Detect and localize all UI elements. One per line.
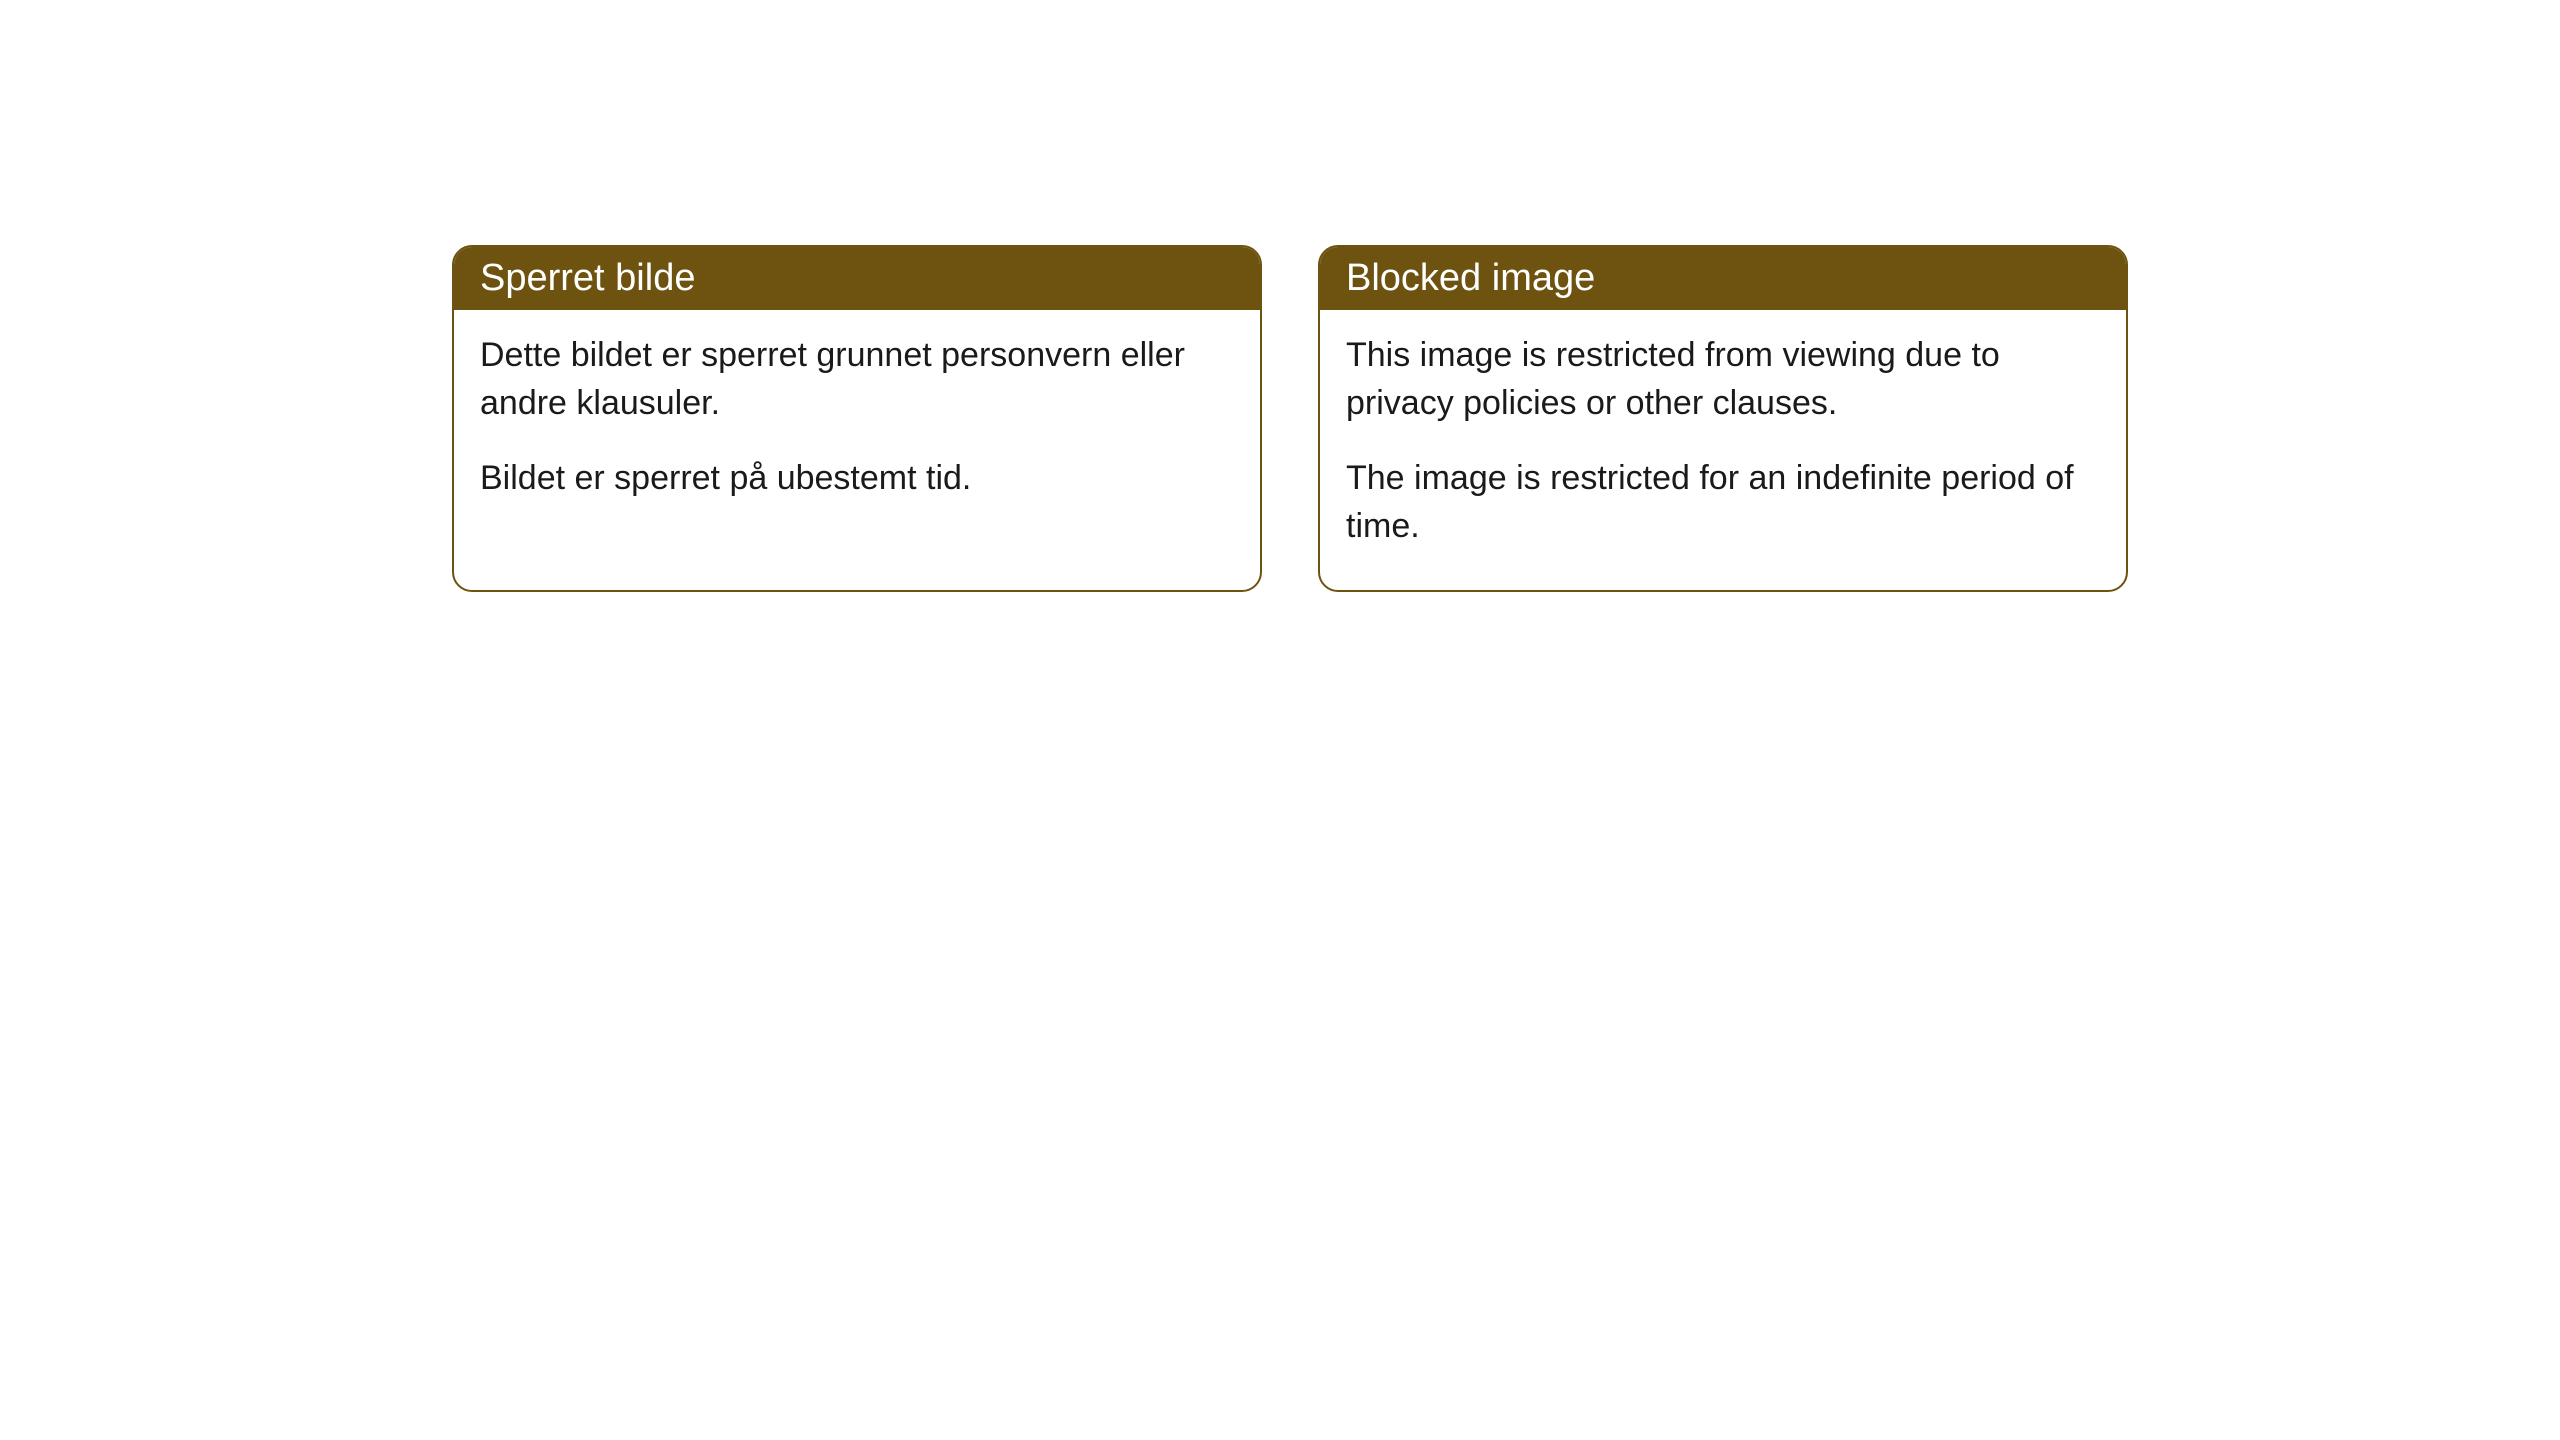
cards-container: Sperret bilde Dette bildet er sperret gr… [0, 0, 2560, 592]
card-header-en: Blocked image [1320, 247, 2126, 310]
blocked-image-card-en: Blocked image This image is restricted f… [1318, 245, 2128, 592]
card-title-no: Sperret bilde [480, 257, 695, 299]
card-paragraph-2-no: Bildet er sperret på ubestemt tid. [480, 455, 1234, 503]
card-paragraph-1-no: Dette bildet er sperret grunnet personve… [480, 332, 1234, 427]
card-paragraph-2-en: The image is restricted for an indefinit… [1346, 455, 2100, 550]
card-header-no: Sperret bilde [454, 247, 1260, 310]
card-paragraph-1-en: This image is restricted from viewing du… [1346, 332, 2100, 427]
card-body-en: This image is restricted from viewing du… [1320, 310, 2126, 590]
card-body-no: Dette bildet er sperret grunnet personve… [454, 310, 1260, 543]
blocked-image-card-no: Sperret bilde Dette bildet er sperret gr… [452, 245, 1262, 592]
card-title-en: Blocked image [1346, 257, 1595, 299]
